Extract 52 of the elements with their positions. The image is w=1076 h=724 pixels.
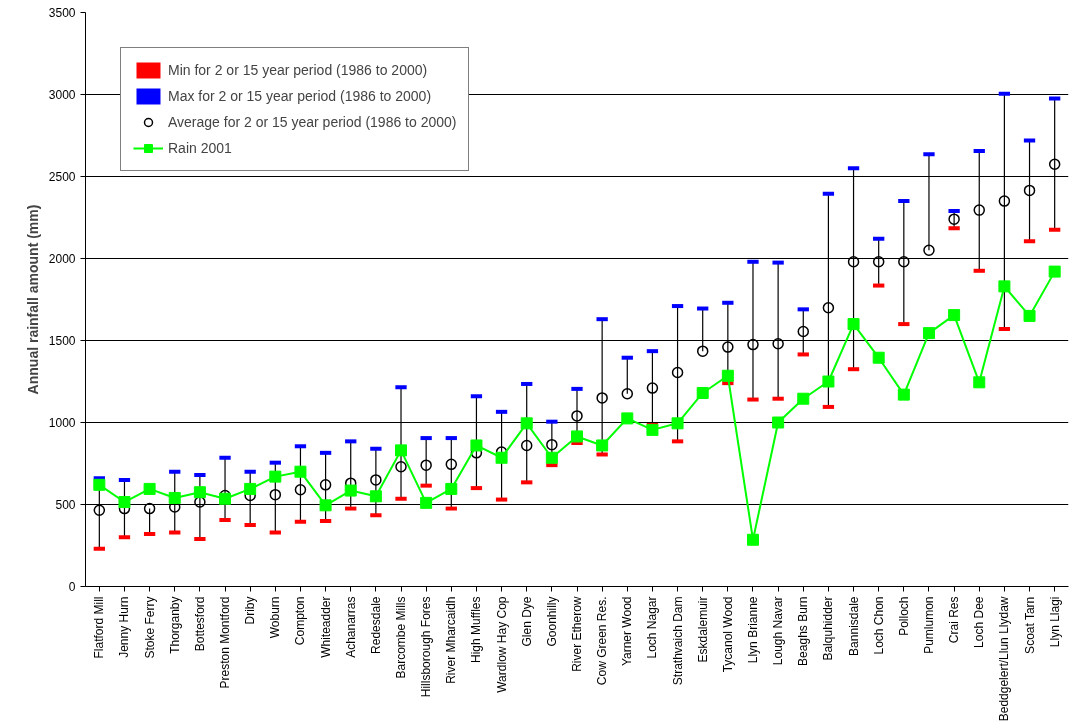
x-tick-label: Barcombe Mills bbox=[394, 596, 409, 679]
y-tick-label: 3000 bbox=[48, 88, 76, 102]
y-axis-title: Annual rainfall amount (mm) bbox=[24, 204, 41, 395]
x-tick-label: Loch Dee bbox=[972, 596, 987, 648]
x-tick-label: Whiteadder bbox=[318, 596, 333, 658]
x-tick-label: Llyn Brianne bbox=[745, 596, 760, 664]
x-tick-label: Beaghs Burn bbox=[796, 596, 811, 666]
x-tick-label: Pumlumon bbox=[921, 596, 936, 654]
y-tick-label: 2500 bbox=[48, 170, 76, 184]
x-tick-label: Balquhidder bbox=[821, 596, 836, 661]
x-tick-label: Beddgelert/Llun Llydaw bbox=[997, 596, 1012, 722]
x-tick-label: Eskdalemuir bbox=[695, 596, 710, 663]
x-tick-label: Loch Chon bbox=[871, 596, 886, 655]
x-tick-label: Preston Montford bbox=[218, 596, 233, 689]
x-tick-label: Lough Navar bbox=[771, 596, 786, 666]
x-tick-label: Driby bbox=[243, 596, 258, 625]
x-tick-label: Bottesford bbox=[192, 596, 207, 652]
x-tick-label: River Etherow bbox=[570, 596, 584, 672]
x-tick-label: Loch Nagar bbox=[645, 596, 660, 659]
y-tick-label: 1500 bbox=[48, 334, 76, 348]
x-tick-label: Bannisdale bbox=[846, 596, 861, 656]
x-tick-label: High Muffles bbox=[469, 596, 484, 663]
x-tick-label: Yarner Wood bbox=[620, 596, 635, 667]
x-tick-label: Jenny Hurn bbox=[117, 596, 132, 658]
x-tick-label: Llyn Llagi bbox=[1047, 596, 1062, 648]
x-tick-label: Crai Res bbox=[947, 596, 962, 644]
x-tick-label: Tycanol Wood bbox=[720, 596, 735, 673]
legend-label: Max for 2 or 15 year period (1986 to 2000) bbox=[168, 88, 432, 104]
x-tick-label: Wardlow Hay Cop bbox=[494, 596, 509, 693]
x-tick-label: Scoat Tarn bbox=[1022, 596, 1037, 654]
x-tick-label: Hillsborough Fores bbox=[419, 596, 434, 698]
x-tick-label: Stoke Ferry bbox=[142, 596, 157, 659]
y-tick-label: 0 bbox=[68, 580, 76, 594]
legend-label: Rain 2001 bbox=[168, 140, 232, 156]
legend-label: Min for 2 or 15 year period (1986 to 2000) bbox=[168, 62, 428, 78]
x-tick-label: Woburn bbox=[268, 596, 283, 639]
x-tick-label: River Mharcaidh bbox=[444, 596, 459, 684]
y-tick-label: 2000 bbox=[48, 252, 76, 266]
x-tick-label: Redesdale bbox=[368, 596, 383, 654]
x-tick-label: Cow Green Res. bbox=[595, 596, 610, 686]
y-tick-label: 1000 bbox=[48, 416, 76, 430]
x-tick-label: Compton bbox=[293, 596, 308, 646]
x-tick-label: Thorganby bbox=[167, 596, 182, 654]
x-tick-label: Goonhilly bbox=[544, 596, 559, 647]
y-tick-label: 3500 bbox=[48, 6, 76, 20]
x-tick-label: Strathvaich Dam bbox=[670, 596, 685, 686]
x-tick-label: Flatford Mill bbox=[92, 596, 107, 659]
y-tick-label: 500 bbox=[55, 498, 76, 512]
x-tick-label: Polloch bbox=[896, 596, 911, 636]
legend-label: Average for 2 or 15 year period (1986 to 2000) bbox=[168, 114, 457, 130]
x-tick-label: Glen Dye bbox=[519, 596, 534, 647]
x-tick-label: Achanarras bbox=[343, 596, 358, 658]
